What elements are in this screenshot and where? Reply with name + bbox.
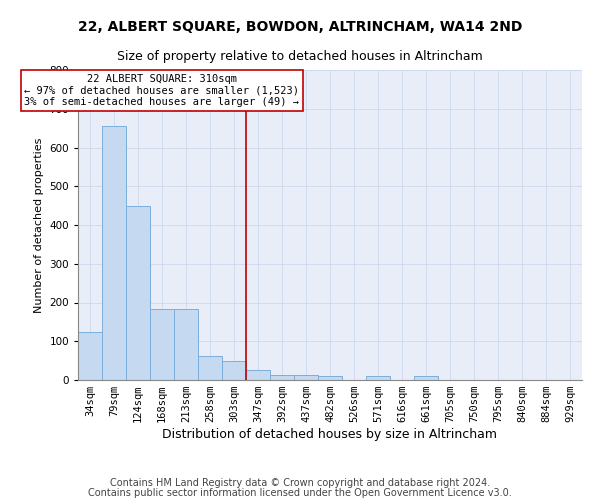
Text: 22 ALBERT SQUARE: 310sqm
← 97% of detached houses are smaller (1,523)
3% of semi: 22 ALBERT SQUARE: 310sqm ← 97% of detach…: [25, 74, 299, 107]
Bar: [294, 375, 318, 380]
Text: Size of property relative to detached houses in Altrincham: Size of property relative to detached ho…: [117, 50, 483, 63]
Text: 22, ALBERT SQUARE, BOWDON, ALTRINCHAM, WA14 2ND: 22, ALBERT SQUARE, BOWDON, ALTRINCHAM, W…: [78, 20, 522, 34]
Bar: [126, 206, 150, 380]
Bar: [222, 360, 246, 380]
Bar: [102, 126, 126, 380]
X-axis label: Distribution of detached houses by size in Altrincham: Distribution of detached houses by size …: [163, 428, 497, 441]
Bar: [150, 310, 174, 380]
Bar: [198, 356, 222, 380]
Bar: [414, 376, 438, 380]
Bar: [318, 376, 342, 380]
Bar: [174, 310, 198, 380]
Text: Contains HM Land Registry data © Crown copyright and database right 2024.: Contains HM Land Registry data © Crown c…: [110, 478, 490, 488]
Y-axis label: Number of detached properties: Number of detached properties: [34, 138, 44, 312]
Bar: [270, 375, 294, 380]
Bar: [78, 332, 102, 380]
Bar: [366, 376, 390, 380]
Bar: [246, 370, 270, 380]
Text: Contains public sector information licensed under the Open Government Licence v3: Contains public sector information licen…: [88, 488, 512, 498]
